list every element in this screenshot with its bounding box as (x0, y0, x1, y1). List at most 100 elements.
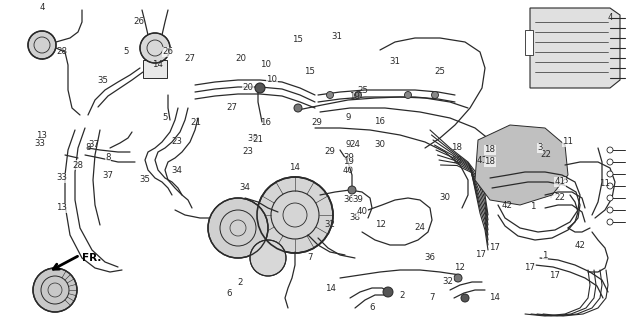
Text: 37: 37 (88, 140, 100, 149)
Text: 14: 14 (289, 164, 300, 172)
Circle shape (404, 92, 411, 99)
Circle shape (348, 186, 356, 194)
Text: 26: 26 (163, 47, 174, 57)
Text: 4: 4 (608, 13, 613, 22)
Text: 15: 15 (305, 68, 315, 76)
Text: 41: 41 (555, 178, 565, 187)
Text: 33: 33 (57, 173, 67, 182)
Bar (143, 60, 167, 78)
Text: 16: 16 (260, 118, 272, 127)
Text: 7: 7 (429, 293, 435, 302)
Text: 41: 41 (476, 156, 488, 165)
Text: 10: 10 (266, 76, 277, 84)
Text: 39: 39 (352, 196, 363, 204)
Polygon shape (530, 8, 620, 88)
Text: 36: 36 (424, 253, 436, 262)
Text: 30: 30 (439, 194, 450, 203)
Text: 28: 28 (73, 161, 83, 170)
Text: 3: 3 (537, 143, 543, 153)
Text: 27: 27 (226, 103, 237, 113)
Text: 39: 39 (343, 153, 354, 162)
Text: 40: 40 (343, 166, 354, 175)
Circle shape (607, 183, 613, 189)
Text: 35: 35 (97, 76, 109, 85)
Text: 10: 10 (260, 60, 272, 69)
Text: 2: 2 (399, 291, 404, 300)
Text: 13: 13 (57, 204, 67, 212)
Text: 29: 29 (324, 148, 335, 156)
Text: 38: 38 (350, 213, 361, 222)
Circle shape (257, 177, 333, 253)
Text: 11: 11 (598, 180, 610, 188)
Text: 42: 42 (574, 241, 586, 250)
Text: 13: 13 (36, 131, 47, 140)
Text: 19: 19 (349, 92, 361, 101)
Text: 7: 7 (308, 253, 313, 262)
Text: 30: 30 (375, 140, 386, 149)
Circle shape (354, 92, 361, 99)
Text: 25: 25 (434, 68, 445, 76)
Text: 36: 36 (343, 195, 354, 204)
Circle shape (250, 240, 286, 276)
Text: 37: 37 (102, 171, 113, 180)
Text: 12: 12 (455, 263, 466, 273)
Text: 32: 32 (443, 277, 453, 286)
Text: 42: 42 (502, 201, 513, 210)
Text: 18: 18 (485, 157, 495, 166)
Text: 27: 27 (184, 54, 195, 63)
Text: 2: 2 (238, 278, 243, 287)
Text: 22: 22 (540, 150, 551, 159)
Text: 4: 4 (39, 4, 45, 12)
Circle shape (431, 92, 438, 99)
Text: 21: 21 (190, 118, 202, 127)
Circle shape (607, 159, 613, 165)
Text: 1: 1 (530, 202, 536, 211)
Text: 8: 8 (85, 143, 90, 152)
Text: 9: 9 (346, 140, 351, 149)
Bar (525, 30, 533, 55)
Text: 21: 21 (252, 135, 263, 145)
Circle shape (607, 171, 613, 177)
Circle shape (607, 207, 613, 213)
Text: 33: 33 (34, 139, 45, 148)
Text: 17: 17 (474, 250, 486, 259)
Text: 16: 16 (375, 117, 385, 126)
Text: 14: 14 (152, 60, 163, 69)
Circle shape (461, 294, 469, 302)
Text: 18: 18 (451, 143, 462, 152)
Text: 23: 23 (171, 137, 183, 146)
Text: 17: 17 (550, 270, 560, 279)
Text: 35: 35 (139, 175, 151, 185)
Text: 40: 40 (357, 207, 368, 217)
Text: 6: 6 (226, 289, 232, 298)
Text: 32: 32 (324, 220, 335, 229)
Circle shape (28, 31, 56, 59)
Text: 18: 18 (485, 146, 495, 155)
Circle shape (294, 104, 302, 112)
Text: 24: 24 (415, 223, 425, 233)
Text: 38: 38 (247, 134, 259, 143)
Text: 5: 5 (162, 114, 168, 123)
Circle shape (33, 268, 77, 312)
Circle shape (208, 198, 268, 258)
Text: 14: 14 (490, 293, 501, 302)
Text: 14: 14 (325, 284, 336, 293)
Text: 29: 29 (311, 118, 322, 127)
Text: 15: 15 (292, 36, 303, 44)
Text: 6: 6 (370, 303, 375, 313)
Text: 34: 34 (240, 183, 251, 193)
Text: 26: 26 (133, 17, 144, 26)
Circle shape (607, 147, 613, 153)
Text: 18: 18 (451, 156, 462, 165)
Circle shape (326, 92, 333, 99)
Text: 11: 11 (562, 138, 574, 147)
Text: 23: 23 (242, 148, 254, 156)
Text: 24: 24 (349, 140, 361, 149)
Text: 22: 22 (555, 194, 565, 203)
Polygon shape (475, 125, 568, 205)
Text: 20: 20 (242, 84, 254, 92)
Circle shape (607, 195, 613, 201)
Text: 17: 17 (525, 263, 536, 273)
Text: FR.: FR. (82, 253, 101, 263)
Text: 19: 19 (343, 157, 354, 166)
